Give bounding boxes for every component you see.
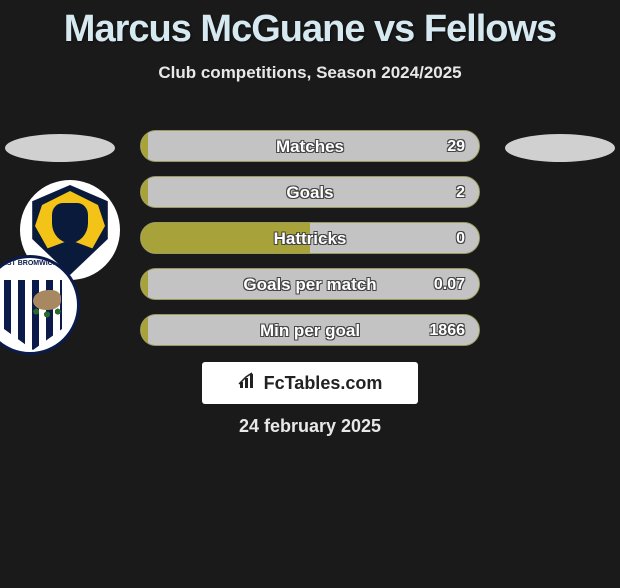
stat-bar-value-right: 29 bbox=[447, 131, 465, 162]
stat-bar-label: Min per goal bbox=[141, 315, 479, 346]
attribution-box: FcTables.com bbox=[202, 362, 418, 404]
stat-bar: Matches29 bbox=[140, 130, 480, 162]
player-ellipse-right bbox=[505, 134, 615, 162]
wba-ribbon-text: EST BROMWICH bbox=[0, 260, 75, 267]
stat-bar-label: Hattricks bbox=[141, 223, 479, 254]
stat-bar-value-right: 1866 bbox=[429, 315, 465, 346]
stat-bar-label: Matches bbox=[141, 131, 479, 162]
stat-bar: Goals2 bbox=[140, 176, 480, 208]
stat-bar: Hattricks0 bbox=[140, 222, 480, 254]
comparison-subtitle: Club competitions, Season 2024/2025 bbox=[0, 63, 620, 83]
stat-bar: Goals per match0.07 bbox=[140, 268, 480, 300]
stat-bar-label: Goals per match bbox=[141, 269, 479, 300]
stat-bar-value-right: 0 bbox=[456, 223, 465, 254]
stat-bars: Matches29 Goals2 Hattricks0 Goals per match… bbox=[140, 130, 480, 360]
stat-bar-value-right: 0.07 bbox=[434, 269, 465, 300]
chart-icon bbox=[238, 372, 258, 395]
player-ellipse-left bbox=[5, 134, 115, 162]
attribution-text: FcTables.com bbox=[264, 373, 383, 394]
stat-bar-label: Goals bbox=[141, 177, 479, 208]
oxford-ox-face-icon bbox=[52, 203, 88, 243]
comparison-date: 24 february 2025 bbox=[0, 416, 620, 437]
stat-bar: Min per goal1866 bbox=[140, 314, 480, 346]
comparison-title: Marcus McGuane vs Fellows bbox=[0, 8, 620, 51]
stat-bar-value-right: 2 bbox=[456, 177, 465, 208]
wba-hawthorn-icon bbox=[29, 306, 65, 320]
